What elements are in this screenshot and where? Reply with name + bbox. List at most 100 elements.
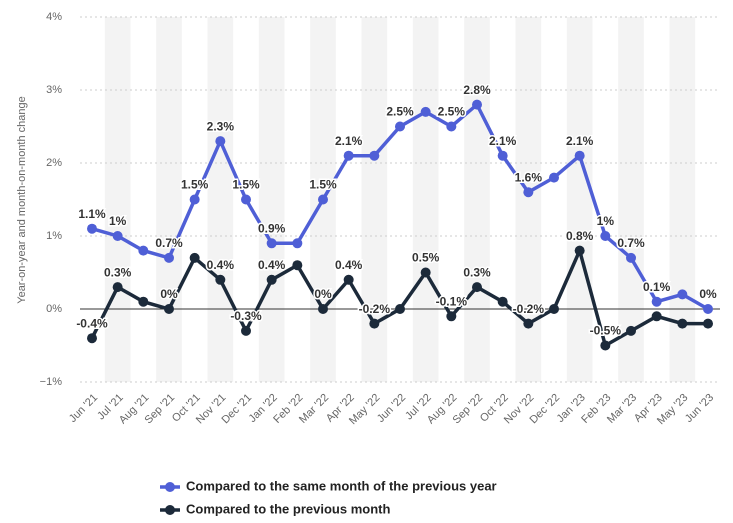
point bbox=[241, 194, 251, 205]
stripe bbox=[207, 17, 234, 382]
point bbox=[266, 274, 277, 285]
data-label: -0.1% bbox=[436, 294, 468, 308]
point bbox=[549, 304, 559, 314]
data-label: -0.4% bbox=[76, 316, 108, 330]
stripe bbox=[412, 17, 439, 382]
data-label: 0.3% bbox=[104, 265, 132, 279]
point bbox=[87, 333, 97, 344]
stripe bbox=[566, 17, 593, 382]
y-axis-title: Year-on-year and month-on-month change bbox=[16, 96, 28, 304]
data-label: 2.5% bbox=[386, 105, 414, 119]
data-label: 1.5% bbox=[309, 178, 337, 192]
data-label: -0.3% bbox=[230, 309, 262, 323]
point bbox=[164, 304, 174, 314]
data-label: 0.3% bbox=[463, 265, 491, 279]
point bbox=[472, 99, 482, 110]
point bbox=[395, 121, 405, 132]
data-label: 0.9% bbox=[258, 221, 286, 235]
point bbox=[677, 318, 688, 329]
x-tick-label: Jun '22 bbox=[375, 392, 408, 425]
point bbox=[369, 150, 380, 161]
legend-marker bbox=[165, 505, 175, 515]
data-label: 1.5% bbox=[232, 178, 260, 192]
point bbox=[574, 150, 585, 161]
point bbox=[292, 238, 303, 249]
data-label: 0.4% bbox=[207, 258, 235, 272]
point bbox=[549, 172, 559, 183]
point bbox=[138, 296, 149, 307]
data-label: 0.4% bbox=[335, 258, 363, 272]
point bbox=[395, 304, 405, 314]
legend-label: Compared to the previous month bbox=[186, 501, 390, 516]
point bbox=[703, 304, 713, 314]
point bbox=[472, 282, 482, 293]
point bbox=[215, 136, 226, 147]
data-label: 1.5% bbox=[181, 178, 209, 192]
point bbox=[523, 318, 534, 329]
point bbox=[241, 325, 251, 336]
data-label: 0% bbox=[160, 287, 178, 301]
data-label: 0.7% bbox=[155, 236, 183, 250]
point bbox=[420, 267, 431, 278]
stripe bbox=[258, 17, 285, 382]
data-label: 0.4% bbox=[258, 258, 286, 272]
point bbox=[292, 260, 303, 271]
point bbox=[420, 106, 431, 117]
data-label: -0.2% bbox=[513, 302, 545, 316]
data-label: 1% bbox=[597, 214, 615, 228]
stripe bbox=[464, 17, 490, 382]
data-label: 1% bbox=[109, 214, 127, 228]
point bbox=[112, 282, 123, 293]
data-label: 0.5% bbox=[412, 251, 440, 265]
point bbox=[600, 231, 611, 241]
stripe bbox=[156, 17, 182, 382]
data-label: 1.6% bbox=[515, 170, 543, 184]
point bbox=[369, 318, 380, 329]
data-label: 1.1% bbox=[78, 207, 106, 221]
point bbox=[574, 245, 585, 256]
x-tick-label: Jun '23 bbox=[683, 392, 716, 425]
data-label: 0% bbox=[314, 287, 332, 301]
point bbox=[112, 231, 123, 241]
point bbox=[600, 340, 611, 351]
stripe bbox=[618, 17, 644, 382]
point bbox=[446, 121, 457, 132]
point bbox=[651, 296, 662, 307]
point bbox=[138, 245, 149, 256]
point bbox=[318, 304, 328, 314]
data-label: -0.5% bbox=[590, 324, 622, 338]
y-tick-label: 4% bbox=[46, 11, 62, 23]
x-tick-label: Jun '21 bbox=[67, 392, 100, 425]
legend-label: Compared to the same month of the previo… bbox=[186, 478, 497, 493]
point bbox=[677, 289, 688, 300]
data-label: 0.8% bbox=[566, 229, 594, 243]
y-tick-label: 0% bbox=[46, 303, 62, 315]
data-label: 2.5% bbox=[438, 105, 466, 119]
point bbox=[189, 252, 200, 263]
data-label: 2.1% bbox=[566, 134, 594, 148]
legend-marker bbox=[165, 482, 175, 492]
data-label: 0.7% bbox=[617, 236, 645, 250]
data-label: 0.1% bbox=[643, 280, 671, 294]
point bbox=[703, 318, 713, 329]
point bbox=[164, 252, 174, 263]
point bbox=[523, 187, 534, 198]
point bbox=[497, 296, 508, 307]
point bbox=[266, 238, 277, 249]
y-tick-label: −1% bbox=[40, 376, 63, 388]
point bbox=[189, 194, 200, 205]
point bbox=[343, 274, 354, 285]
point bbox=[651, 311, 662, 322]
point bbox=[626, 325, 636, 336]
point bbox=[446, 311, 457, 322]
y-tick-label: 2% bbox=[46, 157, 62, 169]
data-label: 0% bbox=[699, 287, 717, 301]
y-tick-label: 3% bbox=[46, 84, 62, 96]
point bbox=[318, 194, 328, 205]
point bbox=[215, 274, 226, 285]
data-label: -0.2% bbox=[359, 302, 391, 316]
stripe bbox=[104, 17, 131, 382]
data-label: 2.1% bbox=[335, 134, 363, 148]
data-label: 2.1% bbox=[489, 134, 517, 148]
